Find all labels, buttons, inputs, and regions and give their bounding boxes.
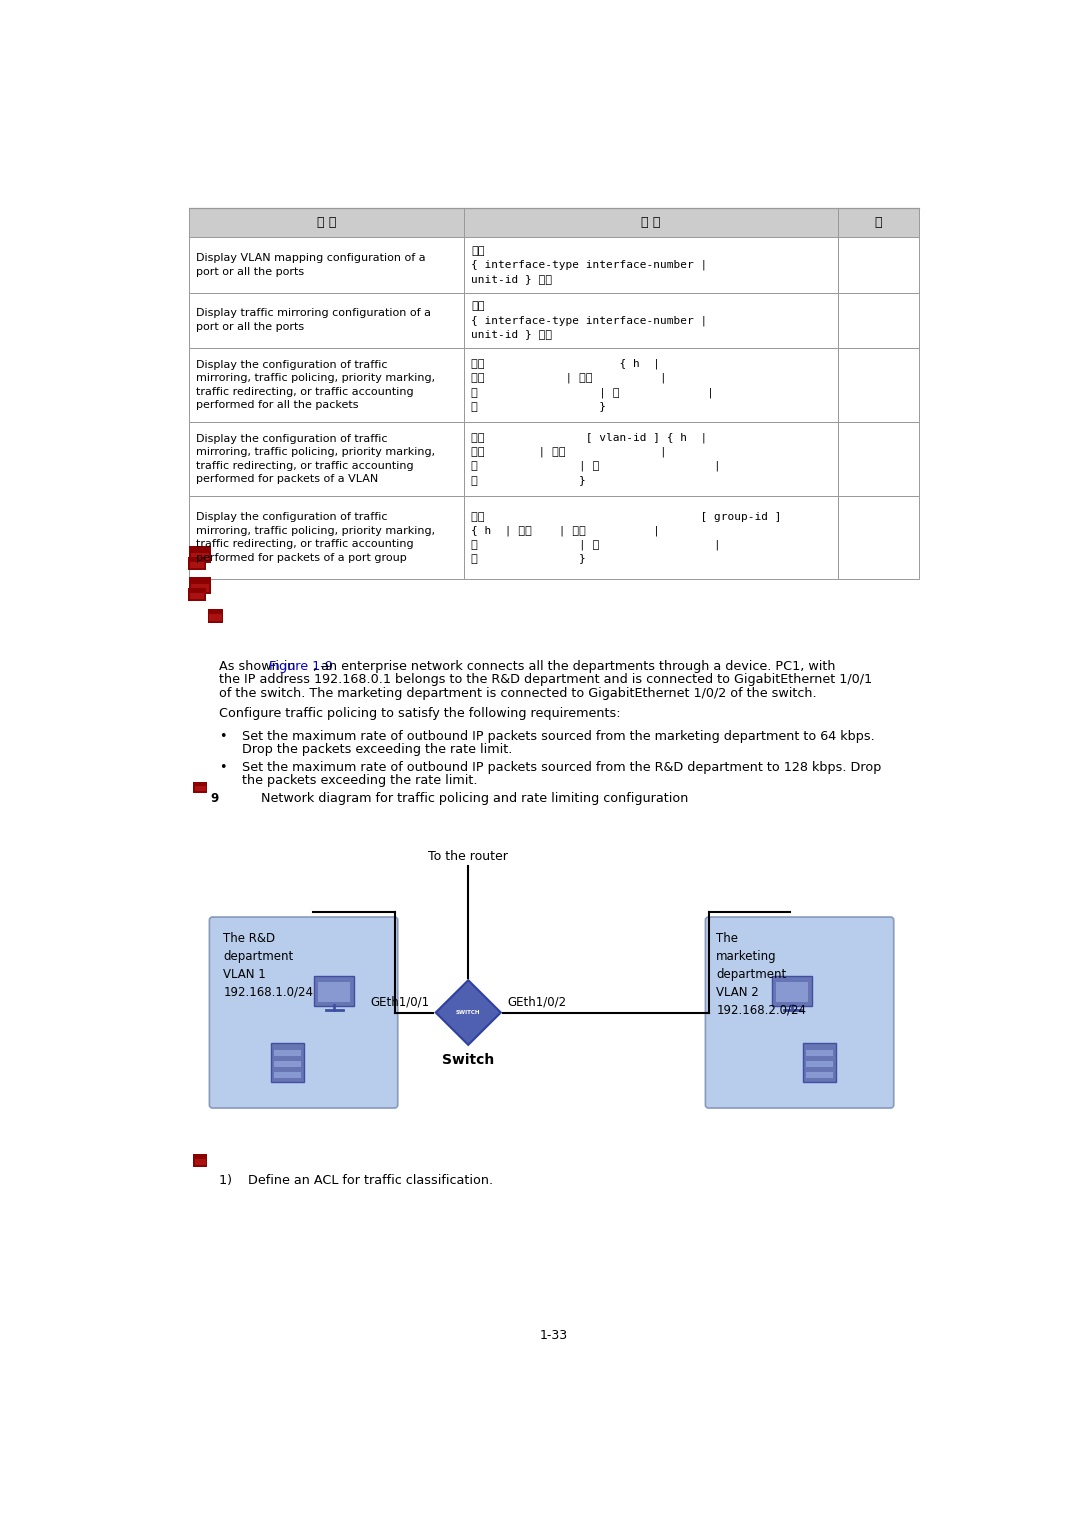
Text: •: • — [218, 730, 226, 744]
Bar — [464, 496, 838, 579]
Bar — [838, 421, 919, 496]
Bar — [806, 1072, 833, 1078]
Text: To the router: To the router — [429, 851, 509, 863]
Bar — [189, 496, 464, 579]
Text: of the switch. The marketing department is connected to GigabitEthernet 1/0/2 of: of the switch. The marketing department … — [218, 687, 816, 699]
Bar — [194, 786, 205, 791]
Text: 语 法: 语 法 — [642, 215, 661, 229]
Bar — [189, 421, 464, 496]
Text: •: • — [218, 760, 226, 774]
Bar — [210, 614, 221, 621]
Bar — [838, 293, 919, 348]
Text: As shown in: As shown in — [218, 660, 299, 673]
Text: The R&D
department
VLAN 1
192.168.1.0/24: The R&D department VLAN 1 192.168.1.0/24 — [224, 931, 313, 999]
Text: 视: 视 — [875, 215, 882, 229]
Bar — [193, 782, 207, 793]
Text: 显示                    { h  |
端口            | 接口          |
视                  | : 显示 { h | 端口 | 接口 | 视 | — [471, 359, 714, 411]
Bar — [806, 1061, 833, 1067]
Text: Figure 1-9: Figure 1-9 — [269, 660, 333, 673]
Text: GEth1/0/2: GEth1/0/2 — [507, 996, 566, 1009]
Bar — [189, 588, 205, 600]
Text: GEth1/0/1: GEth1/0/1 — [370, 996, 430, 1009]
Text: , an enterprise network connects all the departments through a device. PC1, with: , an enterprise network connects all the… — [313, 660, 836, 673]
Bar — [194, 1159, 205, 1165]
Bar — [189, 208, 464, 237]
Bar — [189, 547, 211, 563]
Bar — [191, 583, 210, 592]
Text: Display the configuration of traffic
mirroring, traffic policing, priority marki: Display the configuration of traffic mir… — [197, 359, 435, 411]
Text: Display the configuration of traffic
mirroring, traffic policing, priority marki: Display the configuration of traffic mir… — [197, 434, 435, 484]
Text: Set the maximum rate of outbound IP packets sourced from the R&D department to 1: Set the maximum rate of outbound IP pack… — [242, 760, 881, 774]
Bar — [464, 208, 838, 237]
Text: the IP address 192.168.0.1 belongs to the R&D department and is connected to Gig: the IP address 192.168.0.1 belongs to th… — [218, 673, 872, 686]
Bar — [464, 237, 838, 293]
Text: 1-33: 1-33 — [539, 1328, 568, 1342]
Bar — [274, 1051, 301, 1055]
Bar — [189, 557, 205, 570]
Bar — [274, 1061, 301, 1067]
Text: Network diagram for traffic policing and rate limiting configuration: Network diagram for traffic policing and… — [260, 793, 688, 805]
Text: 显示                                [ group-id ]
{ h  | 端口    | 接口          |
视   : 显示 [ group-id ] { h | 端口 | 接口 | 视 — [471, 512, 782, 563]
Bar — [838, 208, 919, 237]
Text: the packets exceeding the rate limit.: the packets exceeding the rate limit. — [242, 774, 477, 788]
Bar — [189, 348, 464, 421]
Bar — [274, 1072, 301, 1078]
Polygon shape — [435, 980, 501, 1044]
FancyBboxPatch shape — [210, 918, 397, 1109]
FancyBboxPatch shape — [314, 976, 354, 1006]
FancyBboxPatch shape — [772, 976, 812, 1006]
Bar — [464, 348, 838, 421]
Bar — [838, 496, 919, 579]
Bar — [464, 421, 838, 496]
Bar — [464, 293, 838, 348]
Bar — [838, 237, 919, 293]
Bar — [207, 609, 224, 623]
Text: 显示               [ vlan-id ] { h  |
端口        | 接口              |
视             : 显示 [ vlan-id ] { h | 端口 | 接口 | 视 — [471, 432, 721, 486]
FancyBboxPatch shape — [802, 1043, 836, 1083]
Text: Display the configuration of traffic
mirroring, traffic policing, priority marki: Display the configuration of traffic mir… — [197, 512, 435, 563]
Text: Display VLAN mapping configuration of a
port or all the ports: Display VLAN mapping configuration of a … — [197, 253, 426, 276]
FancyBboxPatch shape — [705, 918, 894, 1109]
Text: The
marketing
department
VLAN 2
192.168.2.0/24: The marketing department VLAN 2 192.168.… — [716, 931, 807, 1017]
Bar — [777, 982, 808, 1002]
Bar — [189, 237, 464, 293]
Text: 1)    Define an ACL for traffic classification.: 1) Define an ACL for traffic classificat… — [218, 1174, 492, 1186]
Text: SWITCH: SWITCH — [456, 1009, 481, 1015]
Text: 显示
{ interface-type interface-number |
unit-id } 视图: 显示 { interface-type interface-number | u… — [471, 246, 707, 284]
Bar — [190, 592, 204, 599]
Text: Display traffic mirroring configuration of a
port or all the ports: Display traffic mirroring configuration … — [197, 308, 431, 331]
Bar — [189, 293, 464, 348]
Text: 9: 9 — [211, 793, 218, 805]
Bar — [806, 1051, 833, 1055]
Bar — [191, 553, 210, 562]
FancyBboxPatch shape — [271, 1043, 305, 1083]
Bar — [319, 982, 350, 1002]
Text: Configure traffic policing to satisfy the following requirements:: Configure traffic policing to satisfy th… — [218, 707, 620, 721]
Text: 命 。: 命 。 — [318, 215, 337, 229]
Text: Set the maximum rate of outbound IP packets sourced from the marketing departmen: Set the maximum rate of outbound IP pack… — [242, 730, 875, 744]
Bar — [190, 562, 204, 568]
Text: Drop the packets exceeding the rate limit.: Drop the packets exceeding the rate limi… — [242, 744, 512, 756]
Bar — [838, 348, 919, 421]
Text: 显示
{ interface-type interface-number |
unit-id } 端口: 显示 { interface-type interface-number | u… — [471, 301, 707, 339]
Bar — [193, 1154, 207, 1167]
Bar — [189, 577, 211, 594]
Text: Switch: Switch — [442, 1052, 495, 1066]
